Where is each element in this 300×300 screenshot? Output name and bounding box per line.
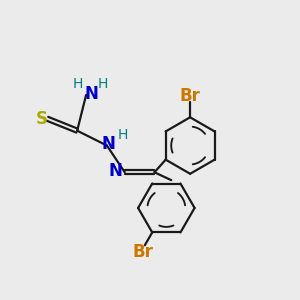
Text: S: S [36,110,48,128]
Text: Br: Br [133,243,154,261]
Text: H: H [97,77,108,91]
Text: N: N [85,85,98,103]
Text: N: N [101,135,115,153]
Text: H: H [118,128,128,142]
Text: H: H [73,77,83,91]
Text: Br: Br [180,87,201,105]
Text: N: N [109,162,123,180]
